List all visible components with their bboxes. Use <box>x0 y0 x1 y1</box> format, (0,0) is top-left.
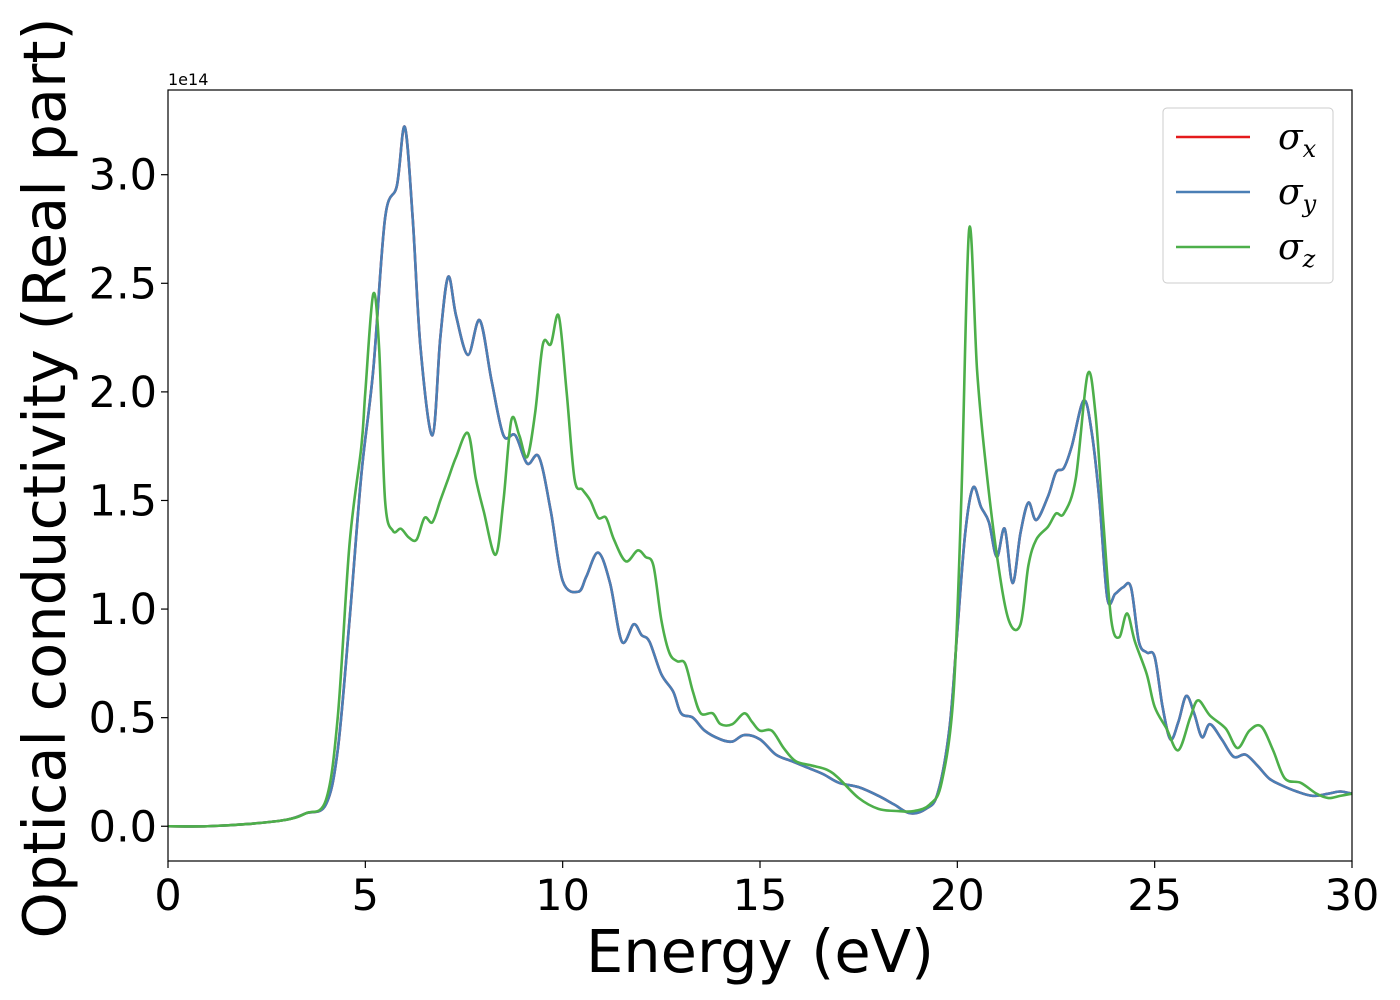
y-tick-label: 0.5 <box>89 694 157 744</box>
x-axis: 0 5 10 15 20 25 30 <box>154 861 1379 921</box>
x-tick-label: 25 <box>1127 871 1182 921</box>
y-axis-title: Optical conductivity (Real part) <box>10 18 79 939</box>
x-tick-label: 5 <box>352 871 379 921</box>
x-axis-title: Energy (eV) <box>586 917 934 986</box>
x-tick-label: 15 <box>733 871 788 921</box>
series-line-z <box>168 225 1352 828</box>
x-tick-label: 20 <box>930 871 985 921</box>
series-line-y <box>168 125 1352 828</box>
y-tick-label: 0.0 <box>89 802 157 852</box>
legend-label-z: σz <box>1278 227 1316 273</box>
y-tick-label: 1.0 <box>89 585 157 635</box>
y-tick-label: 2.5 <box>89 259 157 309</box>
y-tick-label: 1.5 <box>89 476 157 526</box>
series-layer <box>168 125 1352 828</box>
y-offset-label: 1e14 <box>168 70 208 89</box>
y-tick-label: 3.0 <box>89 151 157 201</box>
x-tick-label: 10 <box>535 871 590 921</box>
legend-items: σx σy σz <box>1176 117 1317 273</box>
y-tick-label: 2.0 <box>89 368 157 418</box>
y-axis: 0.0 0.5 1.0 1.5 2.0 2.5 3.0 <box>89 151 168 852</box>
x-tick-label: 30 <box>1325 871 1380 921</box>
legend-frame <box>1162 107 1334 284</box>
x-tick-label: 0 <box>154 871 181 921</box>
legend-label-y: σy <box>1278 172 1317 218</box>
legend: σx σy σz <box>1162 107 1334 284</box>
legend-label-x: σx <box>1278 117 1317 163</box>
